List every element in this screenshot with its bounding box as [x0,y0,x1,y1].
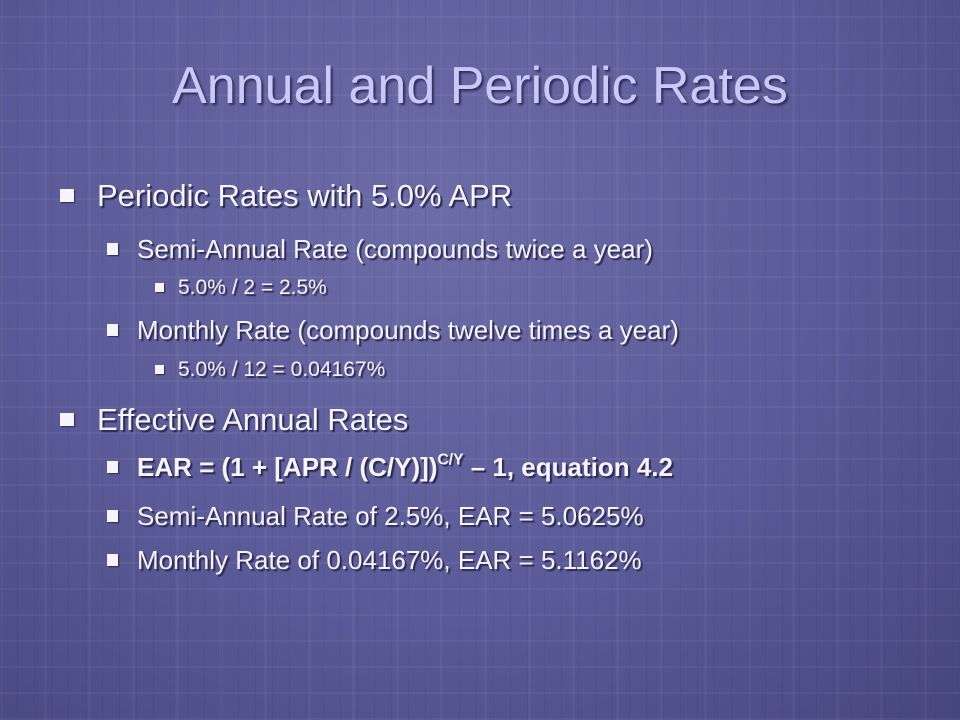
square-bullet-icon [107,243,119,255]
bullet-text: Monthly Rate of 0.04167%, EAR = 5.1162% [137,545,642,575]
bullet-text: Semi-Annual Rate (compounds twice a year… [137,234,653,264]
bullet-monthly-ear: Monthly Rate of 0.04167%, EAR = 5.1162% [107,545,642,576]
bullet-periodic-rates: Periodic Rates with 5.0% APR [60,178,512,214]
bullet-monthly-rate: Monthly Rate (compounds twelve times a y… [107,315,679,346]
square-bullet-icon [107,324,119,336]
square-bullet-icon [107,510,119,522]
bullet-semi-annual-ear: Semi-Annual Rate of 2.5%, EAR = 5.0625% [107,501,644,532]
square-bullet-icon [60,412,74,427]
square-bullet-icon [107,554,119,566]
bullet-text: Effective Annual Rates [97,402,409,437]
ear-formula-exponent: C/Y [437,451,464,469]
bullet-text: Semi-Annual Rate of 2.5%, EAR = 5.0625% [137,501,644,531]
slide-title: Annual and Periodic Rates [172,57,788,115]
square-bullet-icon [60,188,74,203]
bullet-effective-annual-rates: Effective Annual Rates [60,402,408,438]
ear-formula-rest: – 1, equation 4.2 [463,452,673,482]
bullet-monthly-calc: 5.0% / 12 = 0.04167% [155,358,385,382]
square-bullet-icon [107,461,119,473]
bullet-semi-annual-calc: 5.0% / 2 = 2.5% [155,276,327,300]
square-bullet-icon [155,365,165,375]
bullet-ear-formula: EAR = (1 + [APR / (C/Y)])C/Y – 1, equati… [107,452,673,483]
square-bullet-icon [155,283,165,293]
ear-formula-main: EAR = (1 + [APR / (C/Y)]) [137,452,438,482]
bullet-semi-annual-rate: Semi-Annual Rate (compounds twice a year… [107,234,653,265]
bullet-text: Monthly Rate (compounds twelve times a y… [137,315,679,345]
bullet-text: Periodic Rates with 5.0% APR [97,178,513,213]
bullet-text: 5.0% / 2 = 2.5% [178,276,327,299]
bullet-text: 5.0% / 12 = 0.04167% [178,358,386,381]
